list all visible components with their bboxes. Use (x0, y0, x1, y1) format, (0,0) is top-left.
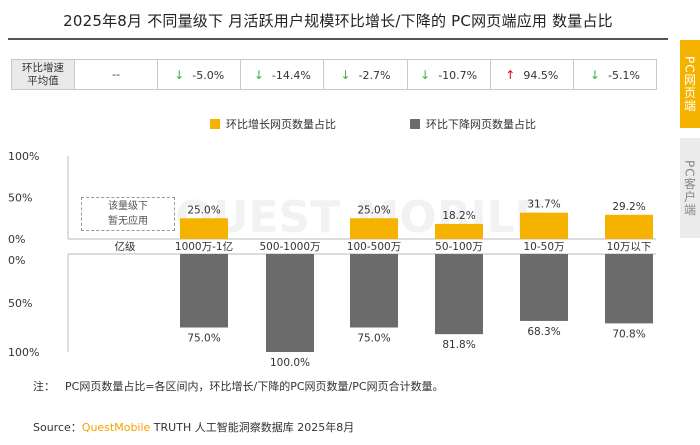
category-label: 50-100万 (435, 241, 483, 253)
title-rule (8, 38, 668, 40)
empty-note-line1: 该量级下 (108, 201, 148, 212)
avg-cell: ↓ -14.4% (240, 59, 325, 90)
decrease-bar (605, 254, 653, 324)
increase-bar (180, 218, 228, 239)
increase-bar (435, 223, 483, 239)
avg-value: -- (112, 68, 121, 81)
avg-value: -2.7% (358, 68, 391, 82)
avg-cell: ↑ 94.5% (489, 59, 574, 90)
increase-bar (520, 212, 568, 239)
decrease-bar (350, 254, 398, 328)
empty-note-line2: 暂无应用 (108, 216, 148, 227)
lower-tick-label: 50% (8, 297, 32, 310)
avg-value: -10.7% (438, 68, 478, 82)
decrease-value-label: 68.3% (527, 326, 560, 338)
source-suffix: TRUTH 人工智能洞察数据库 2025年8月 (150, 421, 355, 434)
arrow-down-icon: ↓ (174, 67, 185, 82)
increase-value-label: 25.0% (187, 204, 220, 216)
legend-decrease-label: 环比下降网页数量占比 (426, 118, 536, 131)
legend-increase-label: 环比增长网页数量占比 (226, 118, 336, 131)
decrease-value-label: 75.0% (357, 333, 390, 345)
chart-title: 2025年8月 不同量级下 月活跃用户规模环比增长/下降的 PC网页端应用 数量… (63, 12, 613, 30)
avg-growth-header: 环比增速 平均值 (11, 59, 75, 90)
lower-tick-label: 100% (8, 346, 39, 359)
category-label: 100-500万 (347, 241, 401, 253)
avg-header-line2: 平均值 (27, 74, 59, 87)
avg-growth-table: 环比增速 平均值 -- ↓ -5.0% ↓ -14.4% ↓ -2.7% ↓ -10.7… (11, 59, 658, 90)
decrease-value-label: 75.0% (187, 333, 220, 345)
upper-tick-label: 0% (8, 233, 25, 246)
category-label: 10-50万 (523, 241, 564, 253)
source-brand: QuestMobile (81, 421, 151, 434)
decrease-bar (180, 254, 228, 328)
avg-header-line1: 环比增速 (22, 61, 64, 74)
avg-cell: ↓ -2.7% (323, 59, 408, 90)
increase-value-label: 18.2% (442, 210, 475, 222)
category-label: 500-1000万 (259, 241, 320, 253)
upper-tick-label: 50% (8, 192, 32, 205)
avg-cell: ↓ -5.0% (157, 59, 242, 90)
legend-increase: 环比增长网页数量占比 (210, 116, 336, 132)
category-label: 亿级 (115, 240, 136, 253)
decrease-value-label: 81.8% (442, 339, 475, 351)
avg-value: -14.4% (271, 68, 311, 82)
decrease-value-label: 70.8% (612, 328, 645, 340)
arrow-down-icon: ↓ (589, 67, 600, 82)
arrow-up-icon: ↑ (505, 67, 516, 82)
upper-tick-label: 100% (8, 150, 39, 163)
increase-value-label: 29.2% (612, 201, 645, 213)
decrease-bar (520, 254, 568, 321)
avg-cell: ↓ -10.7% (406, 59, 491, 90)
decrease-value-label: 100.0% (270, 357, 310, 369)
increase-value-label: 31.7% (527, 199, 560, 211)
lower-tick-label: 0% (8, 254, 25, 267)
footnote-label: 注： (33, 380, 55, 393)
category-label: 10万以下 (607, 241, 652, 253)
increase-bar (605, 214, 653, 239)
avg-cell: -- (73, 59, 159, 90)
arrow-down-icon: ↓ (340, 67, 351, 82)
footnote-text: PC网页数量占比=各区间内，环比增长/下降的PC网页数量/PC网页合计数量。 (65, 380, 444, 393)
increase-value-label: 25.0% (357, 204, 390, 216)
tab-pc-client[interactable]: PC客户端 (680, 138, 700, 238)
category-label: 1000万-1亿 (175, 240, 233, 253)
arrow-down-icon: ↓ (253, 67, 264, 82)
avg-cell: ↓ -5.1% (572, 59, 658, 90)
decrease-bar (266, 254, 314, 352)
legend-decrease: 环比下降网页数量占比 (410, 116, 536, 132)
source-prefix: Source： (33, 421, 82, 434)
decrease-bar (435, 254, 483, 335)
avg-value: 94.5% (523, 68, 559, 82)
footnote: 注： PC网页数量占比=各区间内，环比增长/下降的PC网页数量/PC网页合计数量。 (33, 378, 444, 394)
avg-value: -5.1% (607, 68, 640, 82)
increase-bar (350, 218, 398, 239)
empty-category-note: 该量级下 暂无应用 (81, 197, 175, 231)
tab-pc-web[interactable]: PC网页端 (680, 40, 700, 128)
source-line: Source：QuestMobile TRUTH 人工智能洞察数据库 2025年… (33, 419, 354, 435)
legend-increase-swatch (210, 119, 220, 129)
arrow-down-icon: ↓ (420, 67, 431, 82)
legend-decrease-swatch (410, 119, 420, 129)
avg-value: -5.0% (192, 68, 225, 82)
